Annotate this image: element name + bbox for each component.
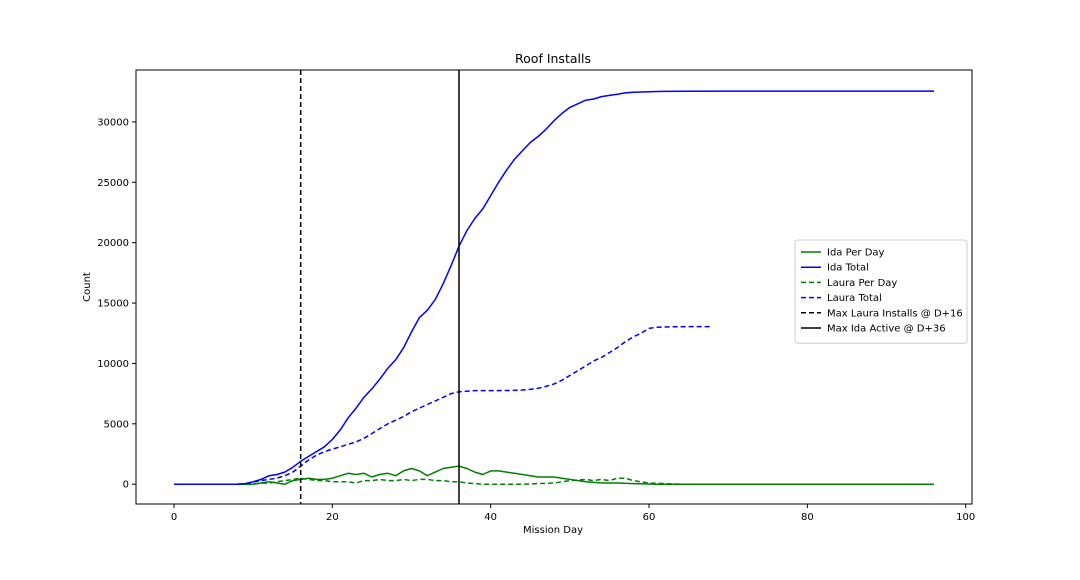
- x-tick-label: 20: [326, 512, 339, 523]
- chart-title: Roof Installs: [515, 51, 591, 66]
- y-axis-label: Count: [82, 272, 93, 302]
- legend-label-laura-total: Laura Total: [827, 293, 882, 304]
- x-tick-label: 80: [801, 512, 814, 523]
- y-tick-label: 30000: [97, 117, 129, 128]
- x-tick-label: 0: [171, 512, 177, 523]
- series-line-ida-total: [174, 90, 934, 485]
- legend-label-max-laura-installs-d-16: Max Laura Installs @ D+16: [827, 308, 963, 319]
- y-tick-label: 10000: [97, 359, 129, 370]
- legend-label-laura-per-day: Laura Per Day: [827, 278, 897, 289]
- y-tick-label: 20000: [97, 238, 129, 249]
- y-tick-label: 0: [123, 480, 129, 491]
- legend-box: [794, 239, 968, 344]
- legend-label-ida-per-day: Ida Per Day: [827, 248, 885, 259]
- y-tick-label: 25000: [97, 178, 129, 189]
- x-tick-label: 40: [484, 512, 497, 523]
- plot-frame: [135, 69, 973, 505]
- legend: Ida Per Day Ida Total Laura Per Day Laura T…: [794, 239, 968, 344]
- legend-label-max-ida-active-d-36: Max Ida Active @ D+36: [827, 324, 946, 335]
- y-tick-label: 15000: [97, 299, 129, 310]
- x-axis-label: Mission Day: [523, 525, 583, 536]
- legend-label-ida-total: Ida Total: [827, 263, 869, 274]
- plot-area: [174, 70, 934, 504]
- y-tick-label: 5000: [104, 419, 129, 430]
- x-tick-label: 100: [956, 512, 975, 523]
- x-tick-label: 60: [643, 512, 656, 523]
- series-line-laura-per-day: [174, 477, 713, 485]
- axis-ticks: 0 20 40 60 80 100 0 5000 10000 15000 20000 25000 300…: [97, 117, 975, 523]
- series-line-ida-per-day: [174, 465, 934, 485]
